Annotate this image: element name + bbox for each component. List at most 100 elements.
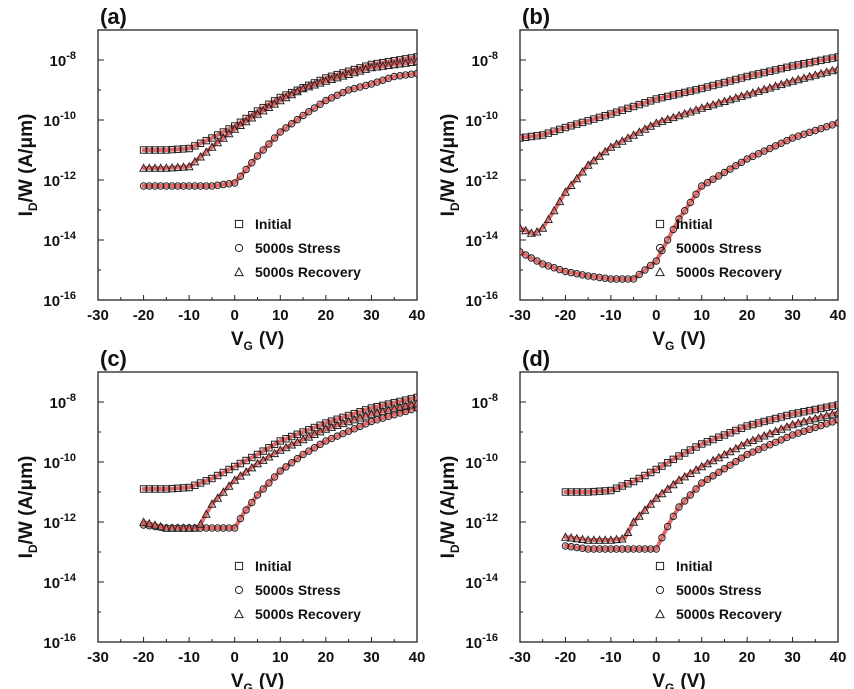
- series-d-triangle: [560, 407, 838, 544]
- data-point-b-circle: [726, 165, 734, 173]
- data-point-d-triangle: [589, 535, 599, 544]
- data-point-b-circle: [737, 158, 746, 167]
- data-point-d-triangle: [833, 407, 838, 417]
- data-point-d-circle: [561, 542, 570, 550]
- data-point-c-triangle: [383, 405, 394, 414]
- data-point-b-triangle: [793, 74, 803, 84]
- data-point-d-square: [715, 433, 723, 441]
- data-point-b-square: [669, 91, 678, 99]
- data-point-b-square: [573, 120, 581, 128]
- x-tick-label-c: 20: [318, 649, 335, 666]
- data-point-b-square: [732, 75, 740, 84]
- x-axis-label-a: VG (V): [231, 329, 284, 353]
- data-point-c-triangle: [144, 518, 154, 528]
- data-point-d-circle: [732, 457, 740, 466]
- legend-marker-d-square: [655, 561, 665, 571]
- data-point-d-square: [607, 486, 615, 495]
- data-point-c-triangle: [309, 429, 319, 438]
- data-point-d-circle: [635, 545, 643, 553]
- data-point-b-square: [783, 63, 791, 72]
- data-point-d-triangle: [640, 505, 650, 514]
- data-point-d-triangle: [822, 410, 832, 420]
- data-point-c-circle: [316, 440, 324, 449]
- data-point-b-circle: [709, 175, 717, 183]
- data-point-b-square: [834, 53, 838, 61]
- data-point-a-triangle: [361, 64, 371, 73]
- data-point-a-triangle: [401, 58, 411, 67]
- data-point-a-triangle: [395, 58, 405, 68]
- data-point-a-triangle: [150, 163, 160, 172]
- data-point-c-triangle: [304, 432, 314, 441]
- data-point-b-square: [715, 80, 723, 88]
- data-point-d-square: [618, 482, 626, 490]
- data-point-b-triangle: [799, 73, 809, 82]
- data-point-d-triangle: [612, 534, 622, 544]
- data-point-b-triangle: [736, 91, 746, 100]
- data-point-b-circle: [641, 266, 649, 274]
- data-point-b-square: [726, 77, 734, 85]
- data-point-b-square: [584, 117, 592, 125]
- data-point-d-triangle: [566, 532, 576, 542]
- data-point-c-triangle: [338, 418, 348, 428]
- data-point-c-triangle: [378, 406, 388, 416]
- data-point-b-circle: [698, 182, 706, 190]
- data-point-b-square: [544, 129, 553, 137]
- y-tick-label-b: 10-10: [465, 110, 498, 130]
- data-point-d-circle: [709, 472, 717, 480]
- panel-label-b: (b): [522, 4, 550, 29]
- data-point-d-triangle: [782, 421, 792, 431]
- data-point-b-circle: [521, 251, 530, 259]
- data-point-c-triangle: [412, 398, 417, 408]
- data-point-b-triangle: [685, 106, 695, 116]
- data-point-b-square: [520, 134, 524, 142]
- data-point-d-square: [698, 440, 706, 448]
- y-tick-label-c: 10-10: [43, 452, 76, 472]
- data-point-b-triangle: [788, 76, 798, 85]
- data-point-a-triangle: [156, 163, 166, 172]
- data-point-a-circle: [265, 140, 273, 148]
- data-point-c-circle: [248, 498, 256, 507]
- data-point-d-circle: [618, 545, 626, 553]
- data-point-c-triangle: [247, 462, 257, 472]
- y-tick-label-a: 10-12: [43, 170, 76, 190]
- data-point-b-triangle: [742, 89, 752, 99]
- data-point-a-circle: [293, 115, 302, 124]
- data-point-b-circle: [720, 168, 729, 177]
- data-point-a-triangle: [139, 163, 149, 172]
- x-axis-label-b: VG (V): [652, 329, 705, 353]
- data-point-d-triangle: [629, 517, 639, 526]
- data-point-c-triangle: [184, 523, 194, 532]
- data-point-b-circle: [590, 273, 598, 281]
- x-tick-label-d: 10: [693, 649, 710, 666]
- data-point-a-triangle: [167, 162, 177, 172]
- data-point-d-square: [754, 419, 763, 427]
- legend-label-b-square: Initial: [676, 216, 713, 232]
- data-point-c-triangle: [355, 412, 365, 422]
- data-point-d-square: [703, 438, 712, 446]
- data-point-c-circle: [276, 467, 284, 475]
- data-point-b-square: [794, 61, 802, 69]
- x-tick-label-d: -20: [555, 649, 577, 666]
- y-axis-label-b: ID/W (A/μm): [438, 114, 462, 217]
- data-point-b-square: [692, 86, 700, 94]
- y-tick-label-d: 10-12: [465, 512, 498, 532]
- data-point-c-square: [151, 485, 159, 493]
- data-point-c-square: [287, 432, 296, 441]
- data-point-a-square: [139, 146, 148, 154]
- data-point-a-circle: [139, 182, 148, 190]
- data-point-c-triangle: [298, 434, 308, 444]
- data-point-b-circle: [635, 270, 643, 279]
- y-axis-label-a: ID/W (A/μm): [16, 114, 40, 217]
- data-point-a-triangle: [207, 142, 217, 151]
- data-point-a-square: [151, 146, 159, 154]
- series-b-square: [520, 53, 838, 142]
- data-point-c-triangle: [395, 402, 405, 412]
- data-point-c-triangle: [389, 403, 399, 413]
- data-point-c-triangle: [275, 445, 285, 454]
- legend-marker-c-square: [234, 561, 244, 571]
- data-point-a-triangle: [213, 137, 223, 147]
- data-point-b-circle: [663, 236, 672, 244]
- data-point-c-square: [282, 435, 290, 443]
- y-tick-label-a: 10-14: [43, 230, 76, 250]
- series-c-triangle: [139, 398, 417, 532]
